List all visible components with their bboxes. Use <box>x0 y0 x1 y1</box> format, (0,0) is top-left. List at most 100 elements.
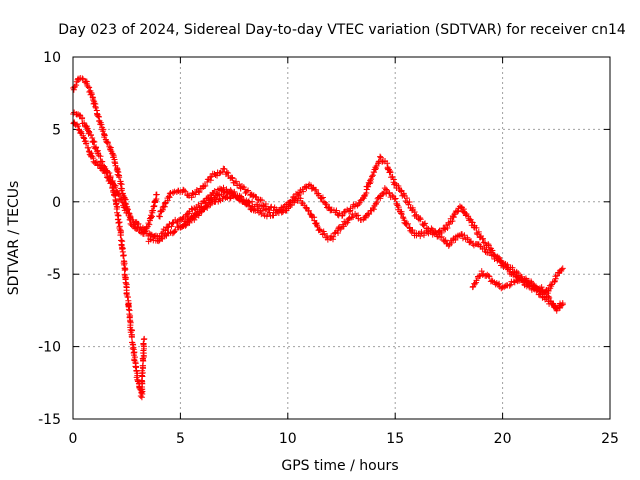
data-point <box>333 207 340 214</box>
data-point <box>417 214 424 221</box>
data-point <box>231 188 238 195</box>
data-point <box>119 238 126 245</box>
data-point <box>168 223 175 230</box>
data-point <box>496 280 503 287</box>
y-tick-label: -15 <box>38 412 61 428</box>
data-point <box>424 229 431 236</box>
data-point <box>450 214 457 221</box>
series-track-g <box>469 268 566 314</box>
data-point <box>372 200 379 207</box>
data-point <box>195 188 202 195</box>
data-point <box>139 362 146 369</box>
data-point <box>128 333 135 340</box>
data-point <box>446 221 453 228</box>
data-point <box>418 229 425 236</box>
data-point <box>142 227 149 234</box>
data-point <box>237 185 244 192</box>
data-point <box>192 191 199 198</box>
data-point <box>101 132 108 139</box>
data-point <box>80 134 87 141</box>
data-point <box>238 193 245 200</box>
data-point <box>355 201 362 208</box>
data-point <box>507 281 514 288</box>
grid-lines <box>73 57 610 419</box>
data-point <box>88 91 95 98</box>
data-point <box>158 230 165 237</box>
y-tick-label: 10 <box>43 50 61 66</box>
data-point <box>417 233 424 240</box>
data-point <box>330 233 337 240</box>
data-point <box>124 207 131 214</box>
data-point <box>207 177 214 184</box>
data-point <box>233 178 240 185</box>
data-point <box>485 241 492 248</box>
data-points <box>70 75 566 401</box>
data-point <box>386 168 393 175</box>
data-point <box>344 219 351 226</box>
data-point <box>405 220 412 227</box>
data-point <box>147 212 154 219</box>
data-point <box>220 184 227 191</box>
data-point <box>318 195 325 202</box>
data-point <box>361 193 368 200</box>
series-track-e <box>176 185 566 312</box>
data-point <box>479 235 486 242</box>
data-point <box>312 220 319 227</box>
y-axis-label: SDTVAR / TECUs <box>6 181 22 296</box>
data-point <box>373 199 380 206</box>
data-point <box>339 212 346 219</box>
data-point <box>258 203 265 210</box>
data-point <box>482 240 489 247</box>
data-point <box>268 203 275 210</box>
data-point <box>541 288 548 295</box>
data-point <box>506 282 513 289</box>
data-point <box>551 278 558 285</box>
y-tick-label: -5 <box>47 267 61 283</box>
x-tick-label: 10 <box>279 431 297 447</box>
data-point <box>553 307 560 314</box>
data-point <box>213 190 220 197</box>
data-point <box>266 209 273 216</box>
data-point <box>538 284 545 291</box>
data-point <box>449 218 456 225</box>
data-point <box>275 210 282 217</box>
data-point <box>117 232 124 239</box>
data-point <box>92 104 99 111</box>
data-point <box>226 195 233 202</box>
data-point <box>391 196 398 203</box>
data-point <box>480 239 487 246</box>
data-point <box>205 194 212 201</box>
data-point <box>180 187 187 194</box>
data-point <box>389 173 396 180</box>
data-point <box>305 207 312 214</box>
data-point <box>365 210 372 217</box>
data-point <box>392 195 399 202</box>
data-point <box>294 197 301 204</box>
data-point <box>368 173 375 180</box>
data-point <box>147 236 154 243</box>
data-point <box>206 199 213 206</box>
data-point <box>208 173 215 180</box>
data-point <box>350 214 357 221</box>
x-axis-label: GPS time / hours <box>281 458 398 474</box>
data-point <box>229 175 236 182</box>
data-point <box>513 273 520 280</box>
data-point <box>85 144 92 151</box>
data-point <box>133 367 140 374</box>
data-point <box>119 246 126 253</box>
data-point <box>83 140 90 147</box>
data-point <box>263 206 270 213</box>
data-point <box>104 140 111 147</box>
data-point <box>122 266 129 273</box>
data-point <box>406 199 413 206</box>
data-point <box>552 275 559 282</box>
data-point <box>448 239 455 246</box>
data-point <box>165 223 172 230</box>
data-point <box>481 245 488 252</box>
data-point <box>558 302 565 309</box>
data-point <box>366 211 373 218</box>
data-point <box>365 183 372 190</box>
data-point <box>384 160 391 167</box>
data-point <box>513 277 520 284</box>
